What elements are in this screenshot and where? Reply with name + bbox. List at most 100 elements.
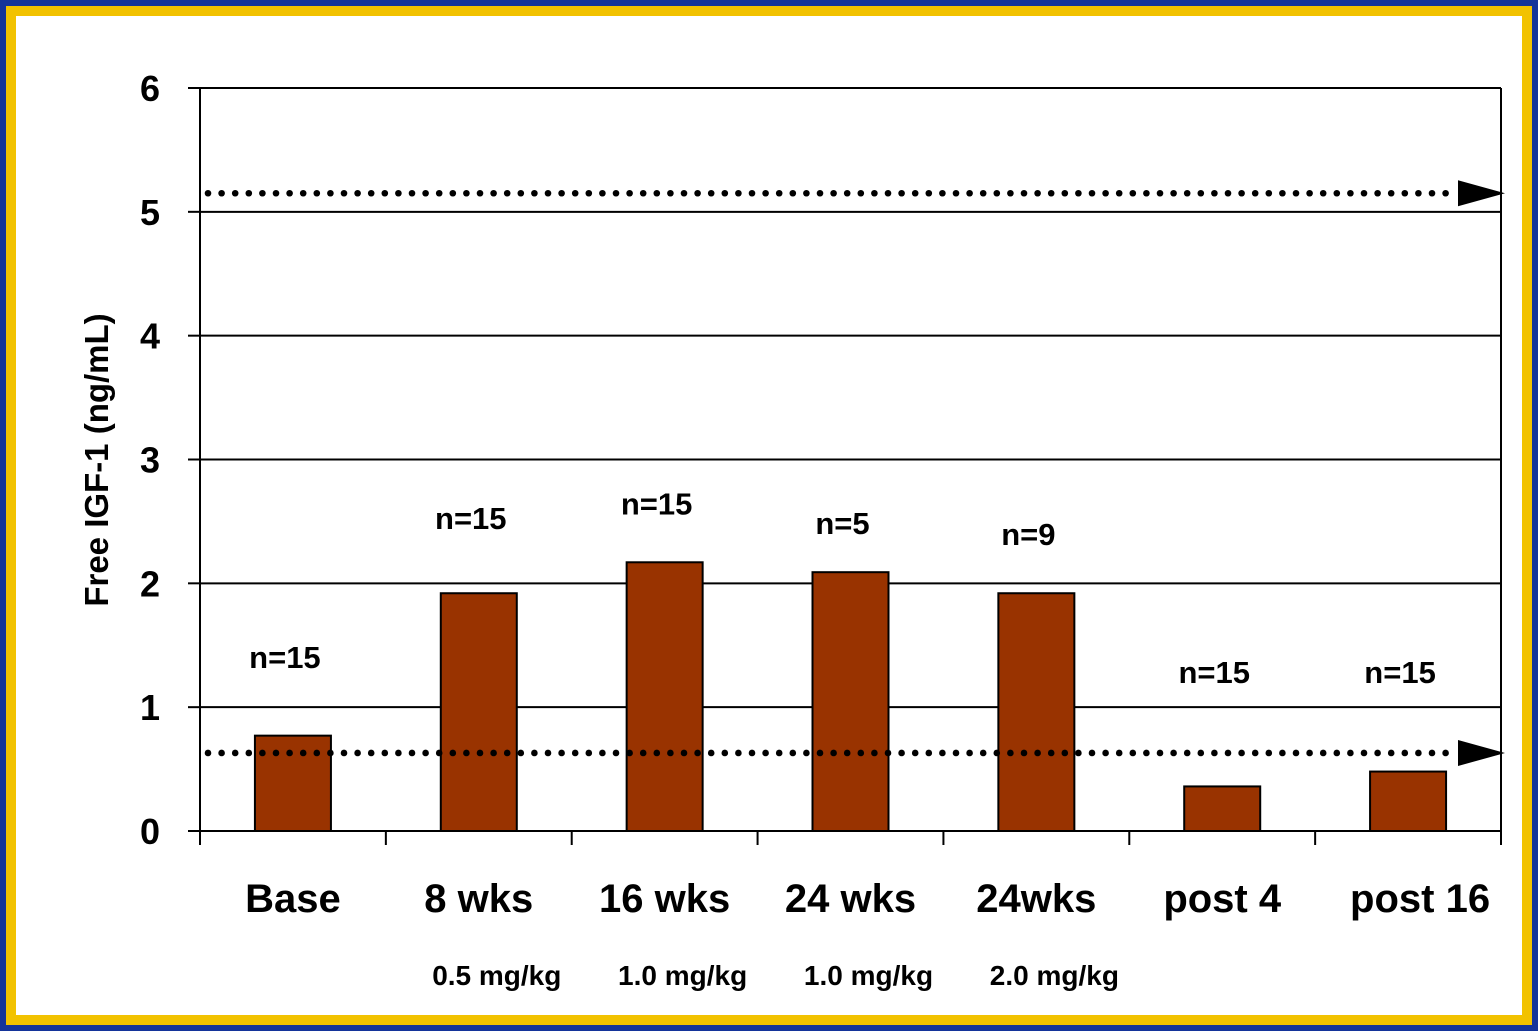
reference-arrowhead	[1458, 739, 1505, 766]
reference-dot	[299, 189, 307, 197]
reference-dot	[1279, 749, 1286, 757]
reference-dot	[721, 189, 729, 197]
reference-dot	[1279, 189, 1286, 197]
reference-dot	[218, 749, 225, 757]
reference-dot	[408, 189, 416, 197]
reference-dot	[653, 189, 661, 197]
reference-dot	[1007, 189, 1014, 197]
y-tick-label: 6	[140, 68, 160, 109]
reference-dot	[748, 749, 756, 757]
reference-dot	[1251, 189, 1259, 197]
reference-dot	[1347, 749, 1354, 757]
reference-dot	[1401, 189, 1409, 197]
reference-dot	[803, 189, 810, 197]
reference-dot	[1197, 749, 1205, 757]
reference-dot	[531, 189, 538, 197]
reference-dot	[680, 749, 688, 757]
reference-dot	[1170, 189, 1177, 197]
reference-dot	[1265, 189, 1273, 197]
bar	[1183, 785, 1262, 832]
reference-dot	[272, 189, 280, 197]
reference-dot	[259, 749, 266, 757]
reference-dot	[1102, 749, 1109, 757]
reference-dot	[735, 189, 742, 197]
reference-dot	[626, 749, 633, 757]
reference-dot	[1047, 189, 1055, 197]
reference-dot	[340, 749, 348, 757]
reference-dot	[898, 749, 905, 757]
reference-dot	[1238, 189, 1245, 197]
chart-panel	[16, 16, 1522, 1015]
reference-dot	[857, 749, 865, 757]
y-tick-label: 5	[140, 192, 160, 233]
reference-dot	[816, 189, 824, 197]
reference-dot	[1197, 189, 1205, 197]
reference-dot	[1061, 749, 1069, 757]
reference-dot	[707, 749, 715, 757]
reference-dot	[1034, 189, 1041, 197]
reference-dot	[245, 749, 253, 757]
reference-dot	[1415, 189, 1422, 197]
reference-dot	[435, 189, 443, 197]
n-label: n=5	[815, 506, 869, 541]
reference-dot	[612, 749, 620, 757]
reference-dot	[1115, 749, 1123, 757]
reference-dot	[1292, 749, 1300, 757]
reference-dot	[531, 749, 538, 757]
bars	[253, 561, 1448, 833]
reference-dot	[1428, 749, 1436, 757]
reference-dot	[1238, 749, 1245, 757]
reference-dot	[585, 189, 593, 197]
reference-dot	[354, 749, 361, 757]
reference-dot	[721, 749, 729, 757]
reference-dot	[1360, 749, 1368, 757]
reference-dot	[313, 749, 321, 757]
reference-dot	[762, 749, 769, 757]
reference-dot	[503, 749, 511, 757]
reference-dot	[707, 189, 715, 197]
reference-dot	[939, 749, 946, 757]
reference-dot	[789, 749, 797, 757]
reference-dot	[762, 189, 769, 197]
reference-dot	[966, 189, 973, 197]
reference-dot	[245, 189, 253, 197]
reference-dot	[558, 749, 565, 757]
dose-label: 1.0 mg/kg	[618, 960, 747, 991]
reference-dot	[313, 189, 321, 197]
reference-dot	[1183, 749, 1191, 757]
reference-dot	[218, 189, 225, 197]
reference-dot	[1428, 189, 1436, 197]
reference-dot	[1360, 189, 1368, 197]
dose-label: 0.5 mg/kg	[432, 960, 561, 991]
reference-dot	[1401, 749, 1409, 757]
reference-dot	[571, 749, 579, 757]
x-category-label: 24wks	[976, 877, 1096, 921]
y-tick-label: 0	[140, 811, 160, 852]
reference-dot	[871, 189, 878, 197]
axes	[188, 87, 1502, 845]
reference-dot	[775, 189, 783, 197]
reference-dot	[1143, 189, 1150, 197]
reference-dot	[816, 749, 824, 757]
n-label: n=15	[435, 501, 507, 536]
reference-dot	[1347, 189, 1354, 197]
reference-dot	[476, 749, 484, 757]
n-label: n=15	[621, 486, 693, 521]
reference-dot	[925, 189, 933, 197]
reference-dot	[1265, 749, 1273, 757]
reference-dot	[911, 189, 919, 197]
reference-dot	[367, 189, 375, 197]
x-category-label: Base	[245, 877, 341, 921]
n-label: n=15	[1364, 655, 1436, 690]
reference-dot	[408, 749, 416, 757]
reference-dot	[830, 749, 837, 757]
reference-dot	[1211, 749, 1218, 757]
reference-dot	[476, 189, 484, 197]
reference-dot	[884, 749, 892, 757]
reference-dot	[1374, 749, 1381, 757]
reference-dot	[925, 749, 933, 757]
n-label: n=15	[249, 640, 321, 675]
bar	[1369, 770, 1448, 832]
x-category-label: 8 wks	[424, 877, 533, 921]
reference-dot	[1333, 749, 1341, 757]
